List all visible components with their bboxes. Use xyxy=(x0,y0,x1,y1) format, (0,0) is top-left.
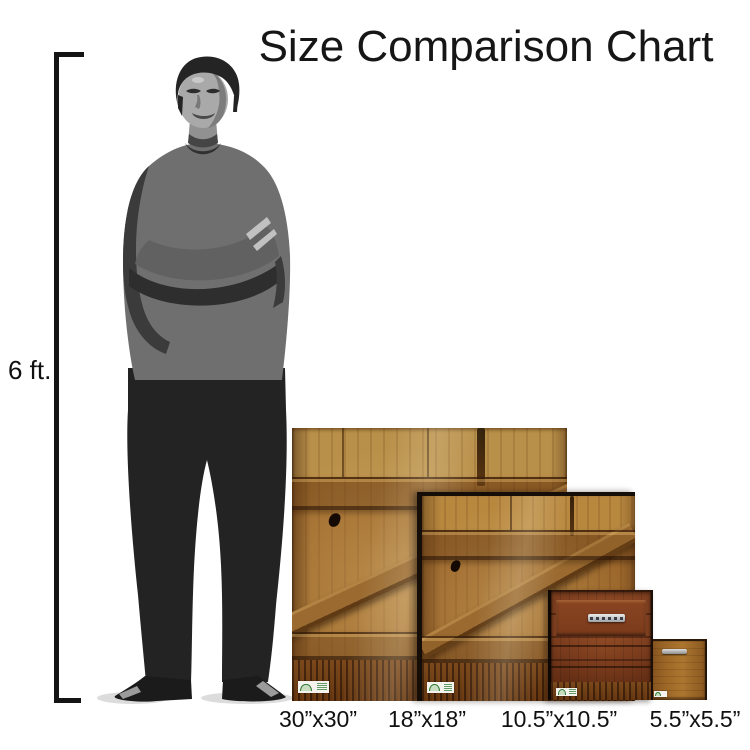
height-label: 6 ft. xyxy=(8,355,52,385)
page-title: Size Comparison Chart xyxy=(258,22,714,71)
sticker-text-lines xyxy=(569,689,576,695)
wood-crack xyxy=(477,428,485,486)
size-label-5x5: 5.5”x5.5” xyxy=(649,706,741,732)
wood-sign-18x18 xyxy=(417,492,635,701)
green-arch-logo-sticker xyxy=(556,688,577,696)
sticker-arc-icon xyxy=(557,689,567,695)
height-bracket-line xyxy=(54,52,59,703)
metal-handle xyxy=(662,649,687,654)
green-arch-logo-sticker xyxy=(654,691,667,697)
size-label-10x10: 10.5”x10.5” xyxy=(500,706,618,732)
wood-sign-5x5 xyxy=(646,639,707,700)
size-label-18x18: 18”x18” xyxy=(388,706,466,732)
plank-groove xyxy=(551,666,651,668)
sticker-arc-icon xyxy=(300,683,313,692)
metal-saw-ornament xyxy=(588,614,625,622)
sticker-arc-icon xyxy=(429,684,440,692)
top-rail xyxy=(422,530,635,560)
person-silhouette-icon xyxy=(97,56,293,704)
sticker-text-lines xyxy=(317,683,328,691)
wood-sign-10x10 xyxy=(548,590,653,700)
height-bracket-bottom-tick xyxy=(54,698,81,703)
plank-seam xyxy=(342,428,344,477)
green-arch-logo-sticker xyxy=(298,681,329,693)
plank-seam xyxy=(427,428,429,477)
wood-crack xyxy=(570,496,574,536)
green-arch-logo-sticker xyxy=(427,682,454,693)
height-bracket-top-tick xyxy=(54,52,84,57)
sticker-arc-icon xyxy=(655,691,662,697)
sticker-text-lines xyxy=(443,683,453,691)
plank-groove xyxy=(551,645,651,647)
size-label-30x30: 30”x30” xyxy=(279,706,357,732)
plank-seam xyxy=(510,496,512,530)
